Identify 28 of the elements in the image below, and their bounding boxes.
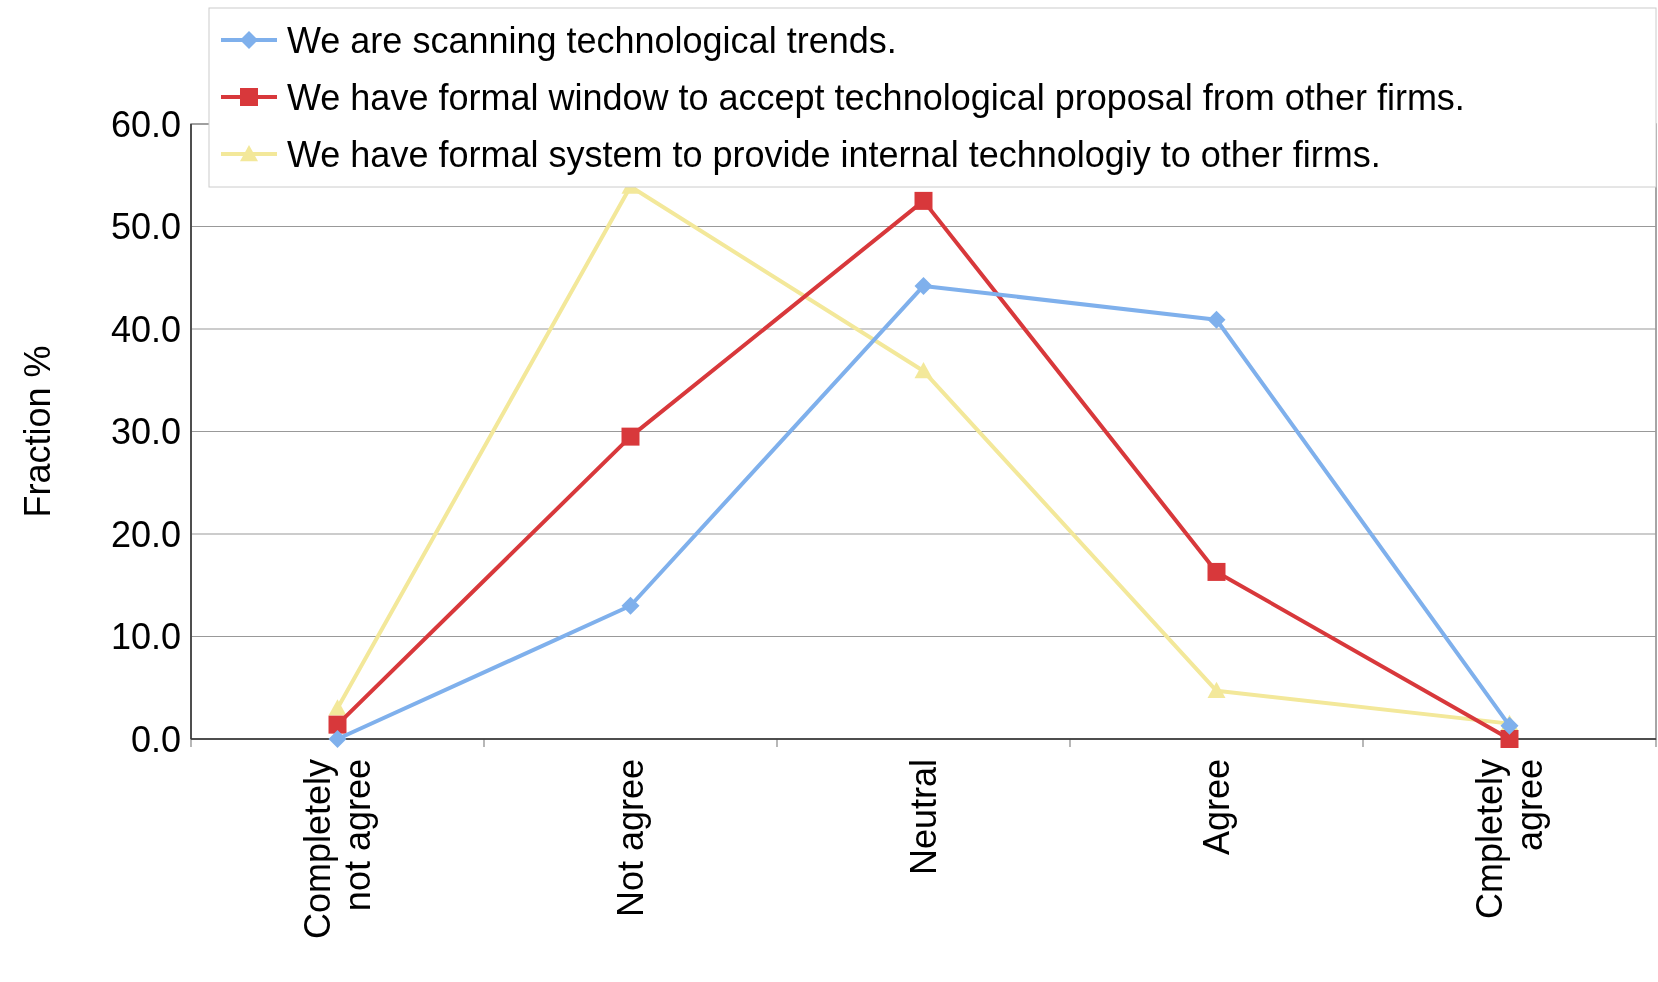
point (1500, 730, 1519, 748)
y-tick-label: 20.0 (110, 513, 181, 555)
point (621, 596, 640, 615)
y-tick-label: 50.0 (110, 206, 181, 248)
y-tick-label: 60.0 (110, 103, 181, 145)
point (914, 362, 933, 379)
point (1207, 310, 1226, 329)
point (328, 730, 347, 748)
y-tick-label: 30.0 (110, 411, 181, 453)
x-tick-label: Cmpletely agree (1469, 759, 1550, 920)
legend-label: We are scanning technological trends. (287, 19, 897, 61)
point (621, 427, 640, 446)
point (328, 699, 347, 716)
y-tick-label: 0.0 (130, 718, 181, 760)
legend-label: We have formal window to accept technological proposal from other firms. (287, 76, 1465, 118)
y-tick-label: 10.0 (110, 616, 181, 658)
point (914, 191, 933, 210)
x-tick-label: Not agree (610, 759, 652, 918)
point (914, 276, 933, 295)
x-tick-label: Agree (1196, 759, 1238, 856)
y-axis-title: Fraction % (17, 345, 58, 518)
y-tick-label: 40.0 (110, 308, 181, 350)
x-tick-label: Completely not agree (297, 759, 378, 940)
point (1207, 562, 1226, 581)
legend-label: We have formal system to provide internal technologiy to other firms. (287, 133, 1381, 175)
point (1207, 681, 1226, 699)
point (328, 715, 347, 734)
x-tick-label: Neutral (903, 759, 945, 876)
